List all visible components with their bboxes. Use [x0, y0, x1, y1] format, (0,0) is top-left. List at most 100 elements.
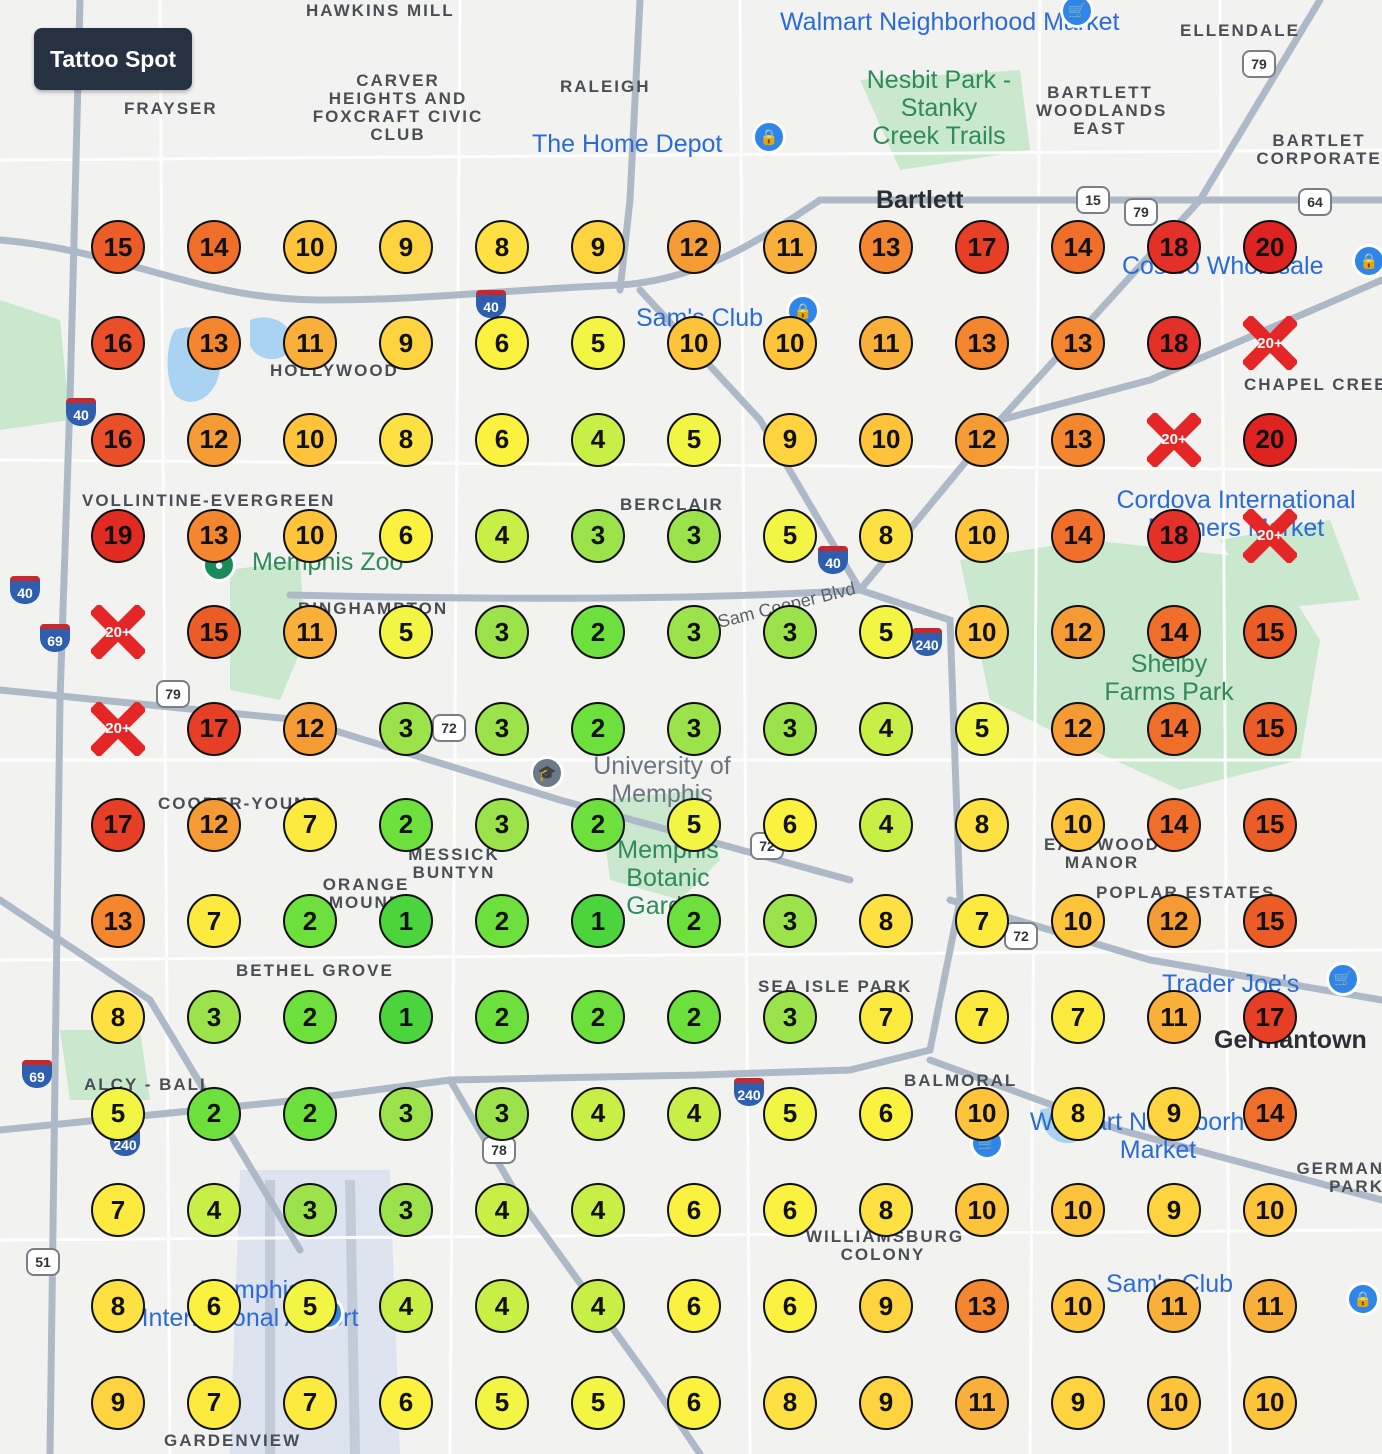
- rank-marker[interactable]: 18: [1147, 220, 1201, 274]
- rank-marker[interactable]: 10: [955, 508, 1009, 563]
- graduation-cap-icon[interactable]: 🎓: [530, 756, 564, 790]
- rank-marker[interactable]: 14: [1051, 220, 1105, 274]
- rank-marker[interactable]: 14: [1147, 701, 1201, 756]
- rank-marker[interactable]: 11: [283, 316, 337, 371]
- rank-marker[interactable]: 7: [859, 990, 913, 1045]
- rank-marker[interactable]: 5: [475, 1375, 529, 1430]
- rank-marker[interactable]: 5: [571, 316, 625, 371]
- rank-marker[interactable]: 2: [571, 797, 625, 852]
- rank-marker[interactable]: 10: [1051, 797, 1105, 852]
- rank-marker[interactable]: 4: [859, 701, 913, 756]
- rank-marker[interactable]: 16: [91, 412, 145, 467]
- rank-marker[interactable]: 7: [91, 1183, 145, 1237]
- rank-marker[interactable]: 6: [763, 1279, 817, 1334]
- rank-marker[interactable]: 5: [667, 412, 721, 467]
- rank-marker[interactable]: 3: [475, 1086, 529, 1141]
- rank-marker[interactable]: 3: [763, 605, 817, 660]
- rank-marker[interactable]: 7: [1051, 990, 1105, 1045]
- rank-marker[interactable]: 9: [379, 316, 433, 371]
- rank-marker[interactable]: 9: [91, 1375, 145, 1430]
- rank-marker[interactable]: 15: [1243, 605, 1297, 660]
- rank-marker[interactable]: 11: [283, 605, 337, 660]
- rank-marker[interactable]: 10: [1243, 1183, 1297, 1237]
- rank-marker-not-found[interactable]: 20+: [91, 605, 145, 660]
- rank-marker[interactable]: 3: [763, 701, 817, 756]
- rank-marker[interactable]: 5: [667, 797, 721, 852]
- rank-marker[interactable]: 6: [187, 1279, 241, 1334]
- rank-marker[interactable]: 9: [1147, 1183, 1201, 1237]
- rank-marker[interactable]: 6: [475, 316, 529, 371]
- rank-marker[interactable]: 13: [1051, 412, 1105, 467]
- rank-marker[interactable]: 6: [667, 1375, 721, 1430]
- rank-marker[interactable]: 8: [955, 797, 1009, 852]
- rank-marker[interactable]: 10: [859, 412, 913, 467]
- rank-marker[interactable]: 6: [379, 508, 433, 563]
- rank-marker[interactable]: 12: [187, 797, 241, 852]
- rank-marker[interactable]: 17: [955, 220, 1009, 274]
- rank-marker[interactable]: 8: [91, 1279, 145, 1334]
- rank-marker[interactable]: 5: [379, 605, 433, 660]
- rank-marker[interactable]: 13: [955, 1279, 1009, 1334]
- rank-marker[interactable]: 2: [571, 701, 625, 756]
- rank-marker[interactable]: 7: [187, 894, 241, 949]
- rank-marker[interactable]: 4: [187, 1183, 241, 1237]
- rank-marker[interactable]: 11: [1243, 1279, 1297, 1334]
- rank-marker[interactable]: 7: [283, 797, 337, 852]
- rank-marker[interactable]: 2: [379, 797, 433, 852]
- rank-marker[interactable]: 11: [1147, 990, 1201, 1045]
- shopping-cart-icon[interactable]: 🛒: [1060, 0, 1094, 28]
- rank-marker[interactable]: 6: [763, 797, 817, 852]
- rank-marker[interactable]: 3: [379, 1183, 433, 1237]
- rank-marker[interactable]: 18: [1147, 508, 1201, 563]
- rank-marker[interactable]: 2: [283, 894, 337, 949]
- rank-marker[interactable]: 3: [475, 605, 529, 660]
- rank-marker[interactable]: 5: [571, 1375, 625, 1430]
- rank-marker[interactable]: 14: [1051, 508, 1105, 563]
- rank-marker[interactable]: 3: [667, 701, 721, 756]
- rank-marker[interactable]: 2: [667, 990, 721, 1045]
- rank-marker[interactable]: 19: [91, 508, 145, 563]
- rank-marker[interactable]: 5: [283, 1279, 337, 1334]
- rank-marker[interactable]: 14: [1243, 1086, 1297, 1141]
- rank-marker[interactable]: 17: [91, 797, 145, 852]
- rank-marker[interactable]: 20: [1243, 412, 1297, 467]
- rank-marker[interactable]: 4: [475, 1279, 529, 1334]
- rank-marker[interactable]: 10: [283, 508, 337, 563]
- rank-marker[interactable]: 3: [187, 990, 241, 1045]
- rank-marker[interactable]: 2: [475, 990, 529, 1045]
- rank-marker[interactable]: 1: [379, 894, 433, 949]
- rank-marker[interactable]: 12: [1147, 894, 1201, 949]
- rank-marker[interactable]: 9: [859, 1375, 913, 1430]
- rank-marker-not-found[interactable]: 20+: [1243, 316, 1297, 371]
- rank-marker[interactable]: 4: [571, 1183, 625, 1237]
- rank-marker[interactable]: 9: [379, 220, 433, 274]
- rank-marker[interactable]: 7: [955, 894, 1009, 949]
- rank-marker[interactable]: 6: [763, 1183, 817, 1237]
- rank-marker[interactable]: 15: [1243, 797, 1297, 852]
- rank-marker[interactable]: 8: [379, 412, 433, 467]
- rank-marker[interactable]: 8: [91, 990, 145, 1045]
- rank-marker[interactable]: 13: [91, 894, 145, 949]
- shopping-bag-icon[interactable]: 🔒: [1346, 1282, 1380, 1316]
- rank-marker[interactable]: 10: [1147, 1375, 1201, 1430]
- rank-marker[interactable]: 10: [955, 605, 1009, 660]
- rank-marker[interactable]: 3: [571, 508, 625, 563]
- rank-marker[interactable]: 10: [667, 316, 721, 371]
- rank-marker[interactable]: 11: [763, 220, 817, 274]
- rank-marker[interactable]: 12: [187, 412, 241, 467]
- rank-marker[interactable]: 10: [1243, 1375, 1297, 1430]
- rank-marker[interactable]: 9: [859, 1279, 913, 1334]
- rank-marker[interactable]: 5: [91, 1086, 145, 1141]
- rank-marker[interactable]: 1: [379, 990, 433, 1045]
- rank-marker[interactable]: 12: [667, 220, 721, 274]
- rank-marker[interactable]: 10: [283, 220, 337, 274]
- rank-marker[interactable]: 8: [763, 1375, 817, 1430]
- rank-marker[interactable]: 3: [475, 701, 529, 756]
- rank-marker[interactable]: 12: [955, 412, 1009, 467]
- rank-marker[interactable]: 17: [187, 701, 241, 756]
- rank-marker[interactable]: 3: [475, 797, 529, 852]
- rank-marker[interactable]: 7: [187, 1375, 241, 1430]
- rank-marker[interactable]: 3: [379, 701, 433, 756]
- rank-marker[interactable]: 12: [1051, 605, 1105, 660]
- rank-marker[interactable]: 3: [667, 508, 721, 563]
